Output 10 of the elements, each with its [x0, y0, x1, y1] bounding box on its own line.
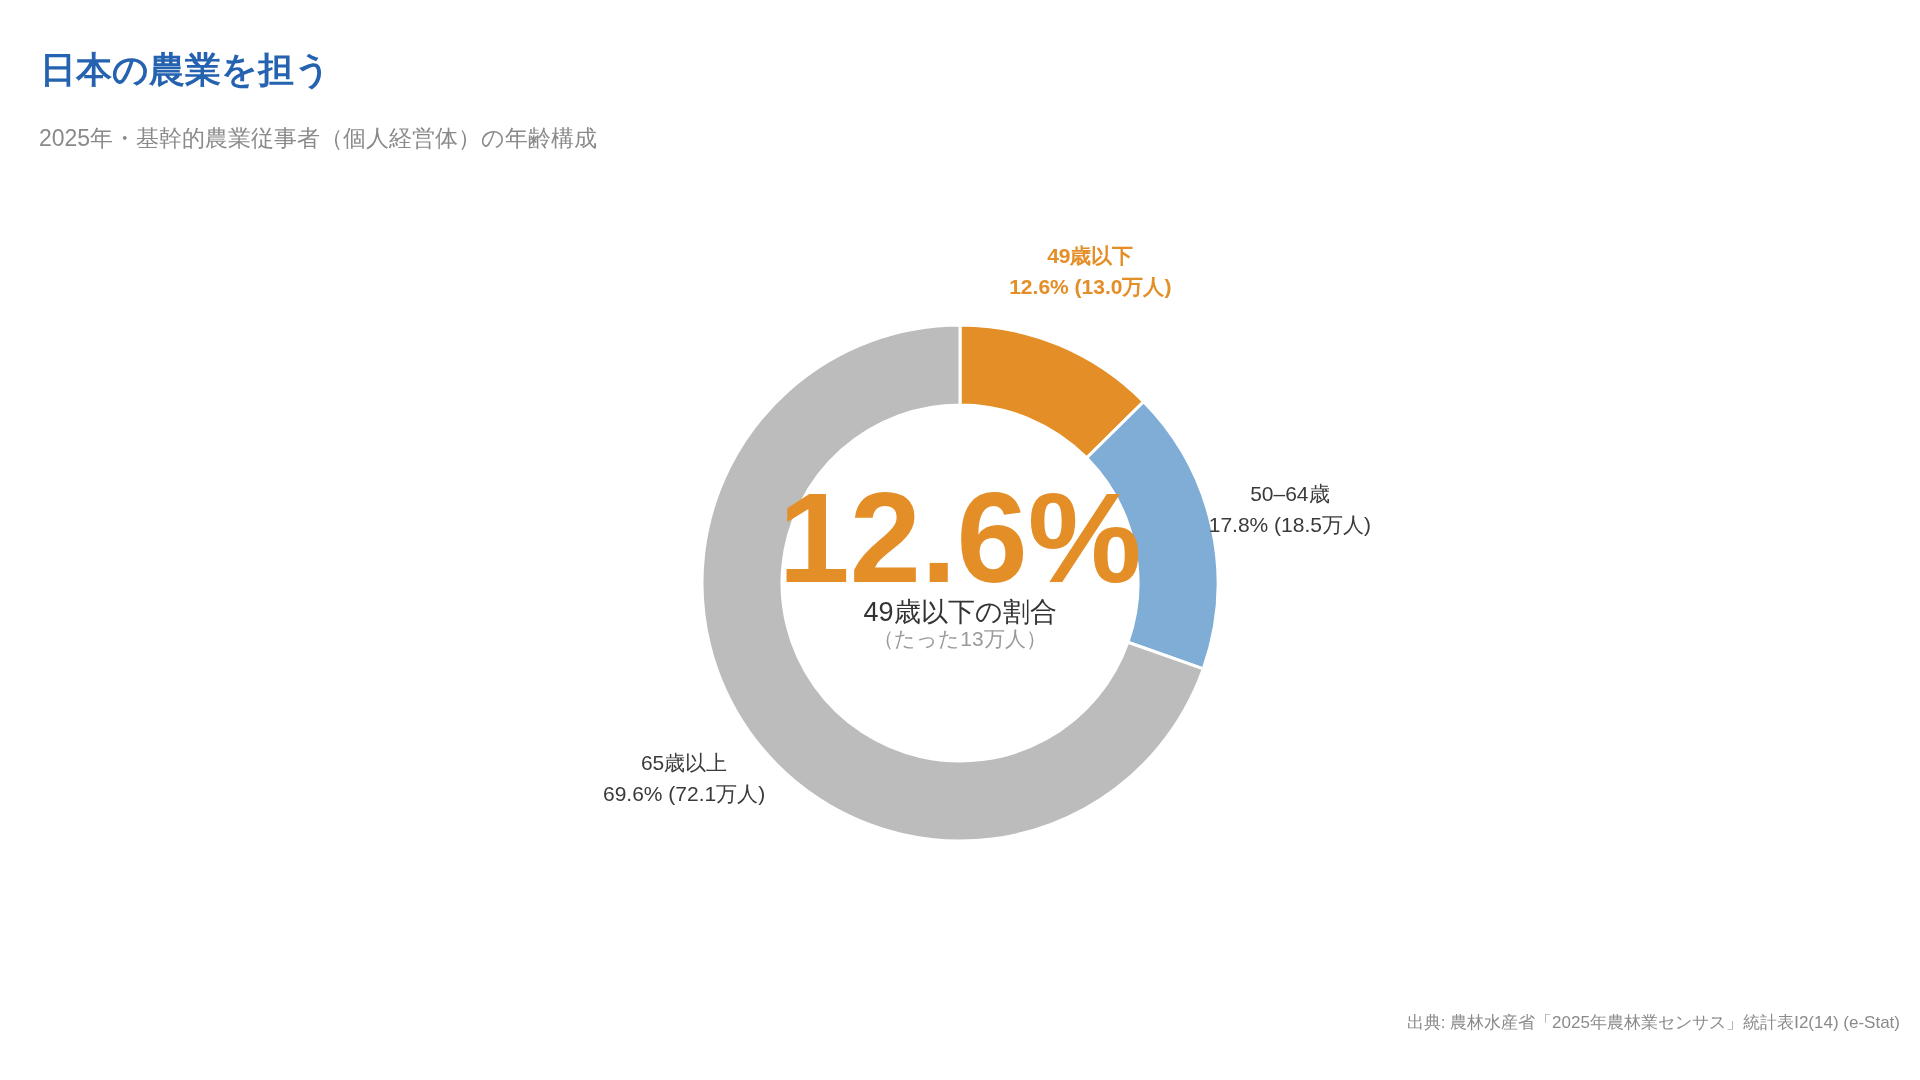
slice-label: 50–64歳: [1250, 482, 1330, 506]
slice-label: 65歳以上: [640, 751, 728, 775]
data-label: 17.8% (18.5万人): [1208, 513, 1371, 537]
source-note: 出典: 農林水産省「2025年農林業センサス」統計表Ⅰ2(14) (e-Stat): [1406, 1013, 1900, 1032]
text: 日本の農業を担う: [40, 49, 331, 90]
data-label: 12.6% (13.0万人): [1009, 275, 1172, 299]
slice-label: 49歳以下: [1047, 244, 1134, 268]
text: 2025年・基幹的農業従事者（個人経営体）の年齢構成: [39, 125, 598, 151]
text: （たった13万人）: [873, 627, 1047, 650]
data-label: 69.6% (72.1万人): [602, 782, 766, 806]
